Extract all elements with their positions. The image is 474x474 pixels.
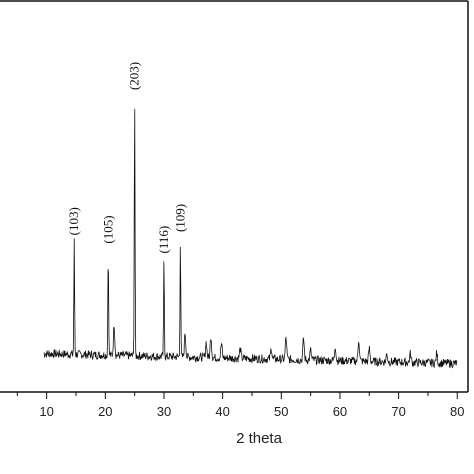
x-axis-ticks [16, 392, 458, 399]
x-tick-label: 20 [98, 404, 112, 419]
peak-labels: (103) (105) (203) (116)(109) [66, 62, 187, 254]
peak-label: (116) [156, 226, 171, 254]
x-tick-label: 40 [215, 404, 229, 419]
x-tick-label: 10 [39, 404, 53, 419]
plot-area: 10 20 30 40 50 60 70 80 (103) (105) (203) (116)(10… [0, 0, 469, 419]
peak-label: (105) [100, 215, 115, 243]
peak-label: (109) [172, 204, 187, 232]
x-tick-label: 80 [450, 404, 464, 419]
x-axis-title: 2 theta [236, 430, 283, 447]
x-tick-label: 60 [333, 404, 347, 419]
x-tick-label: 30 [157, 404, 171, 419]
x-tick-label: 70 [391, 404, 405, 419]
peak-label: (103) [66, 207, 81, 235]
x-axis-tick-labels: 10 20 30 40 50 60 70 80 [39, 404, 464, 419]
peak-label: (203) [127, 62, 142, 90]
x-tick-label: 50 [274, 404, 288, 419]
series-line-xrd-pattern [43, 108, 458, 369]
